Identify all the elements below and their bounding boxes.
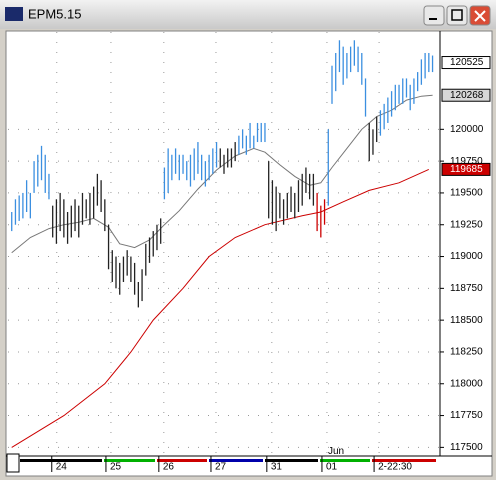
x-tick-label: 24 — [56, 462, 68, 473]
annotation: Jun — [328, 446, 344, 457]
close-icon — [474, 10, 486, 22]
y-tick-label: 119750 — [450, 156, 483, 167]
y-tick-label: 118000 — [450, 378, 483, 389]
x-tick-label: 01 — [326, 462, 338, 473]
price-marker — [441, 56, 491, 70]
session-strip — [6, 453, 436, 473]
x-tick-label: 25 — [110, 462, 122, 473]
window-buttons — [423, 5, 491, 26]
y-tick-label: 117500 — [450, 442, 483, 453]
session — [265, 459, 318, 462]
app-icon — [5, 7, 23, 21]
y-tick-label: 118250 — [450, 347, 483, 358]
session — [157, 459, 207, 462]
minimize-button[interactable] — [423, 5, 445, 26]
chart-background — [5, 30, 493, 477]
window-title: EPM5.15 — [28, 6, 81, 21]
price-marker — [441, 88, 491, 102]
y-tick-label: 117750 — [450, 410, 483, 421]
maximize-button[interactable] — [446, 5, 468, 26]
price-marker-label: 120525 — [450, 57, 484, 68]
session — [20, 459, 102, 462]
session — [320, 459, 370, 462]
x-tick-label: 31 — [271, 462, 283, 473]
y-tick-label: 120000 — [450, 124, 484, 135]
y-tick-label: 119000 — [450, 251, 483, 262]
maximize-icon — [451, 9, 463, 21]
x-tick-label: 27 — [215, 462, 227, 473]
y-tick-label: 118750 — [450, 283, 483, 294]
price-marker — [441, 162, 491, 176]
y-tick-label: 118500 — [450, 315, 483, 326]
session — [209, 459, 263, 462]
session — [372, 459, 436, 462]
x-tick-label: 26 — [163, 462, 175, 473]
y-tick-label: 119500 — [450, 188, 483, 199]
title-bar — [0, 0, 496, 29]
y-tick-label: 119250 — [450, 219, 483, 230]
moving-average — [11, 168, 430, 448]
price-marker-label: 119685 — [450, 164, 483, 175]
price-marker-label: 120268 — [450, 90, 484, 101]
session — [104, 459, 155, 462]
scroll-box[interactable] — [6, 453, 20, 473]
x-tick-label: 2-22:30 — [378, 462, 412, 473]
